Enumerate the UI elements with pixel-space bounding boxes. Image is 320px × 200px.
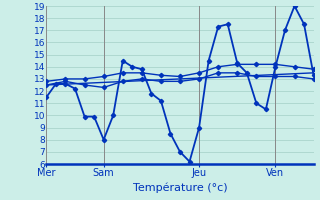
- X-axis label: Température (°c): Température (°c): [133, 182, 227, 193]
